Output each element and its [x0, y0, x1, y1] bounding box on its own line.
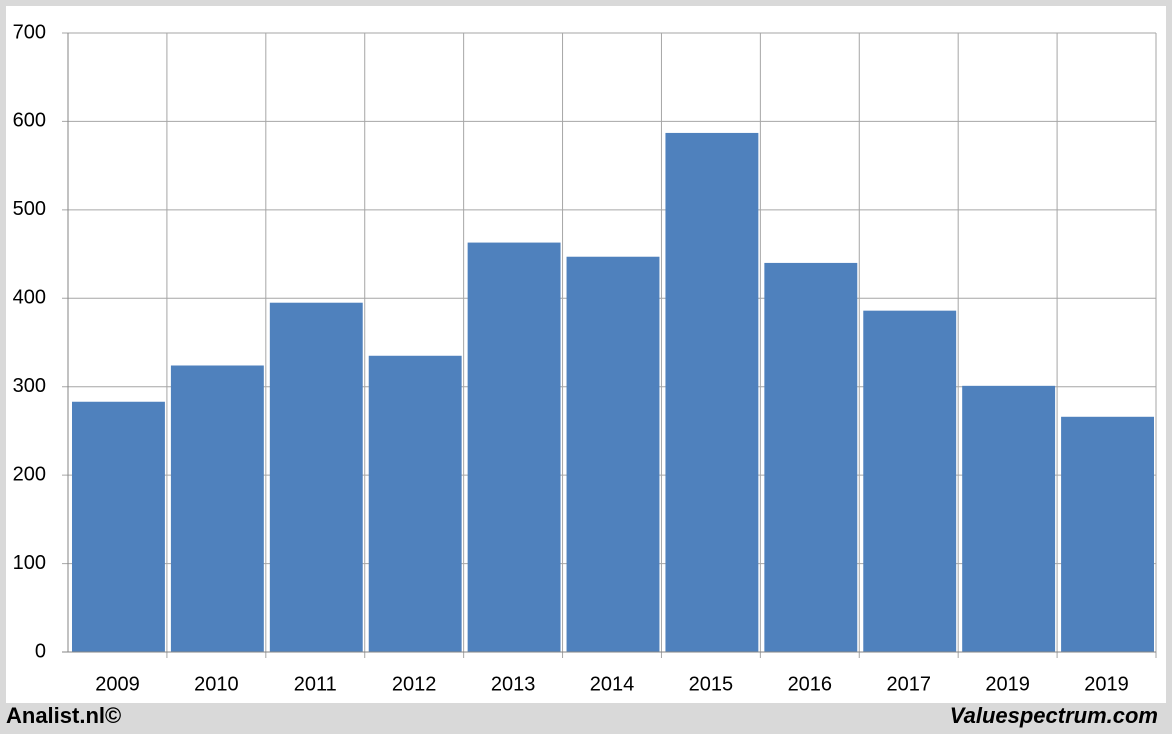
x-tick-label: 2017: [886, 673, 931, 695]
footer-left: Analist.nl©: [6, 703, 121, 728]
y-tick-label: 200: [13, 463, 46, 485]
y-tick-label: 700: [13, 21, 46, 43]
footer-right: Valuespectrum.com: [950, 703, 1158, 728]
x-tick-label: 2019: [1084, 673, 1129, 695]
bar: [962, 385, 1056, 652]
bar: [566, 256, 660, 652]
bar: [72, 401, 165, 652]
y-tick-label: 600: [13, 110, 46, 132]
y-tick-label: 100: [13, 552, 46, 574]
x-tick-label: 2012: [392, 673, 437, 695]
bar: [665, 132, 759, 652]
x-tick-label: 2014: [590, 673, 635, 695]
bar: [764, 262, 858, 652]
bar: [368, 355, 462, 652]
x-tick-label: 2010: [194, 673, 239, 695]
y-tick-label: 300: [13, 375, 46, 397]
y-tick-label: 500: [13, 198, 46, 220]
x-tick-label: 2019: [985, 673, 1030, 695]
bar: [1061, 416, 1154, 652]
x-tick-label: 2015: [689, 673, 734, 695]
y-tick-label: 0: [35, 640, 46, 662]
bar: [170, 365, 264, 652]
x-tick-label: 2013: [491, 673, 536, 695]
y-tick-label: 400: [13, 287, 46, 309]
x-tick-label: 2011: [294, 673, 337, 695]
bar: [269, 302, 363, 652]
bar: [863, 310, 957, 652]
x-tick-label: 2016: [788, 673, 833, 695]
x-tick-label: 2009: [95, 673, 140, 695]
bar: [467, 242, 561, 652]
